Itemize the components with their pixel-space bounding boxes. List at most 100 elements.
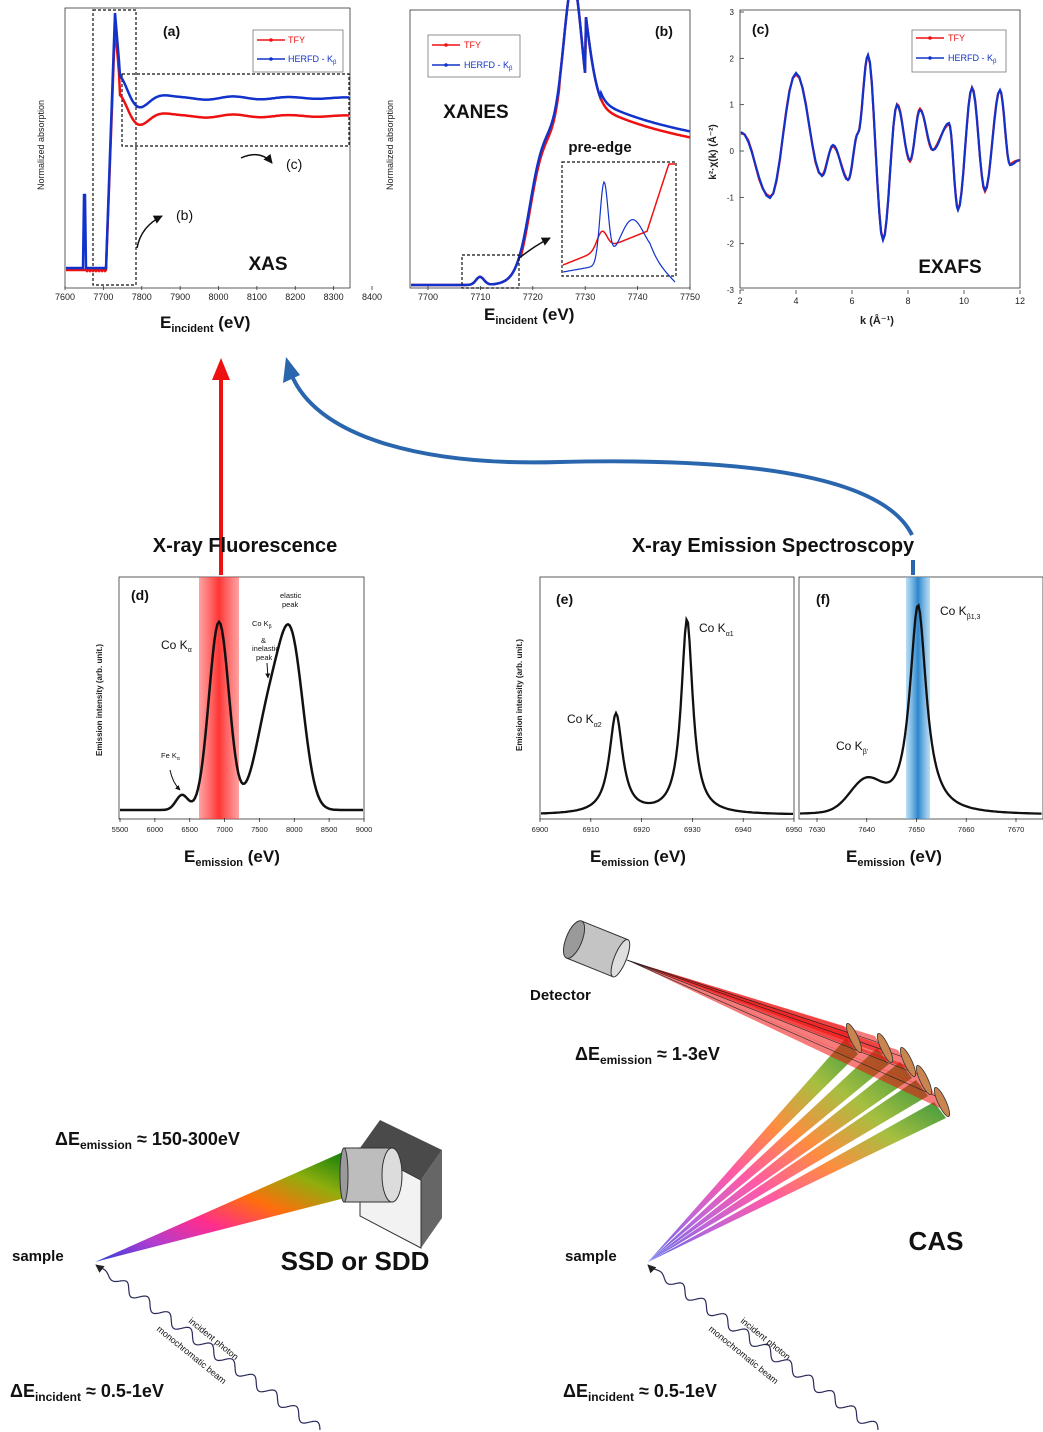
x-tick-label: 7600 [55, 292, 75, 302]
panel-d-ticks: 5500 6000 6500 7000 7500 8000 8500 9000 [112, 818, 372, 834]
y-tick-label: -1 [727, 193, 735, 202]
legend-b-tfy: TFY [464, 40, 481, 50]
ray-line [626, 959, 884, 1045]
panel-e-xlabel: Eemission (eV) [590, 847, 686, 869]
incident-fan [648, 1062, 912, 1262]
legend-c-herfd: HERFD - Kβ [948, 53, 997, 65]
x-tick-label: 8200 [285, 292, 305, 302]
incident-fan [648, 1038, 858, 1262]
elastic-label: elastic [280, 591, 302, 600]
panel-b: 7700 7710 7720 7730 7740 7750 pre-edge TFY HE… [385, 0, 700, 327]
setup-right: Detector ΔEemission ≈ 1-3eV sample CAS i… [530, 920, 964, 1431]
panel-c-xlabel: k (Å⁻¹) [860, 314, 894, 327]
region-b-label: (b) [176, 207, 193, 223]
panel-c-tag: (c) [752, 21, 769, 37]
x-tick-label: 2 [737, 296, 742, 306]
panel-a-ylabel: Normalized absorption [36, 100, 46, 190]
x-tick-label: 7660 [958, 825, 975, 834]
x-tick-label: 8000 [208, 292, 228, 302]
legend-a [252, 29, 344, 73]
panel-a-ticks: 7600 7700 7800 7900 8000 8100 8200 8300 8400 [55, 286, 382, 302]
co-kb-label: Co Kβ [252, 619, 272, 630]
x-tick-label: 8000 [286, 825, 303, 834]
x-tick-label: 5500 [112, 825, 129, 834]
panel-b-ticks: 7700 7710 7720 7730 7740 7750 [418, 286, 700, 302]
cas-fans [626, 959, 946, 1262]
panel-d-xlabel: Eemission (eV) [184, 847, 280, 869]
x-tick-label: 8500 [321, 825, 338, 834]
x-tick-label: 6910 [582, 825, 599, 834]
panel-f-ticks: 7630 7640 7650 7660 7670 [809, 818, 1024, 834]
legend-b [427, 34, 521, 78]
x-tick-label: 7700 [418, 292, 438, 302]
pre-edge-label: pre-edge [568, 139, 631, 156]
analyzer-crystal [876, 1033, 894, 1063]
ray-line [626, 959, 941, 1099]
analyzer-crystal [915, 1065, 933, 1095]
delta-e-incident-left: ΔEincident ≈ 0.5-1eV [10, 1381, 164, 1404]
co-kbprime-label: Co Kβ' [836, 739, 868, 756]
x-tick-label: 12 [1015, 296, 1025, 306]
legend-c [911, 29, 1007, 73]
panel-c-ylabel: k²·χ(k) (Å⁻²) [706, 124, 719, 179]
panel-b-ylabel: Normalized absorption [385, 100, 395, 190]
panel-e-ticks: 6900 6910 6920 6930 6940 6950 [532, 818, 803, 834]
x-tick-label: 8100 [247, 292, 267, 302]
fe-ka-label: Fe Kα [161, 751, 180, 762]
monochromatic-beam-left: monochromatic beam [155, 1324, 229, 1386]
cas-label: CAS [909, 1226, 964, 1256]
x-tick-label: 7720 [523, 292, 543, 302]
x-tick-label: 7500 [251, 825, 268, 834]
legend-b-herfd: HERFD - Kβ [464, 60, 513, 72]
panel-a-frame [64, 7, 351, 289]
x-tick-label: 6900 [532, 825, 549, 834]
panel-b-frame [409, 9, 691, 289]
emission-heading: X-ray Emission Spectroscopy [632, 535, 915, 557]
incident-fan [648, 1102, 946, 1262]
co-kb-amp: & [261, 636, 266, 645]
x-tick-label: 8 [905, 296, 910, 306]
panel-e-frame [539, 576, 795, 820]
fluorescence-spectrum [120, 619, 363, 812]
co-kb-inelastic: inelastic [252, 644, 279, 653]
region-c-label: (c) [286, 156, 302, 172]
y-tick-label: -3 [727, 286, 735, 295]
co-ka-label: Co Kα [161, 638, 192, 654]
ssd-detector [339, 1120, 442, 1249]
kb-spectrum [800, 603, 1042, 815]
x-tick-label: 7640 [858, 825, 875, 834]
x-tick-label: 6930 [684, 825, 701, 834]
x-tick-label: 7740 [628, 292, 648, 302]
connectors: X-ray Fluorescence X-ray Emission Spectr… [153, 357, 915, 575]
panel-d: 5500 6000 6500 7000 7500 8000 8500 9000 (d) Co … [95, 576, 372, 869]
incident-beam-right [647, 1264, 879, 1431]
x-tick-label: 7650 [908, 825, 925, 834]
panel-d-ylabel: Emission intensity (arb. unit.) [95, 644, 104, 756]
ray-line [626, 959, 923, 1077]
legend-a-herfd: HERFD - Kβ [288, 54, 337, 66]
co-ka2-label: Co Kα2 [567, 712, 602, 729]
x-tick-label: 6950 [786, 825, 803, 834]
x-tick-label: 7710 [470, 292, 490, 302]
monochromatic-beam-right: monochromatic beam [707, 1324, 781, 1386]
x-tick-label: 7730 [575, 292, 595, 302]
x-tick-label: 7000 [216, 825, 233, 834]
analyzer-crystal [933, 1087, 951, 1117]
emission-arrow [290, 375, 914, 536]
delta-e-emission-right: ΔEemission ≈ 1-3eV [575, 1044, 720, 1067]
x-tick-label: 6 [849, 296, 854, 306]
herfd-series-b [411, 0, 691, 287]
herfd-series-a [66, 12, 349, 270]
inset-tfy [562, 163, 675, 266]
x-tick-label: 7800 [132, 292, 152, 302]
y-tick-label: 1 [730, 101, 735, 110]
panel-d-tag: (d) [131, 587, 149, 603]
delta-e-incident-right: ΔEincident ≈ 0.5-1eV [563, 1381, 717, 1404]
reflected-fan [627, 960, 944, 1110]
ssd-sdd-label: SSD or SDD [281, 1246, 430, 1276]
panel-a: 7600 7700 7800 7900 8000 8100 8200 8300 8400 TFY… [36, 7, 382, 335]
panel-f: 7630 7640 7650 7660 7670 (f) Co Kβ1,3 Co Kβ'… [798, 576, 1043, 869]
cas-crystals [845, 1023, 951, 1117]
